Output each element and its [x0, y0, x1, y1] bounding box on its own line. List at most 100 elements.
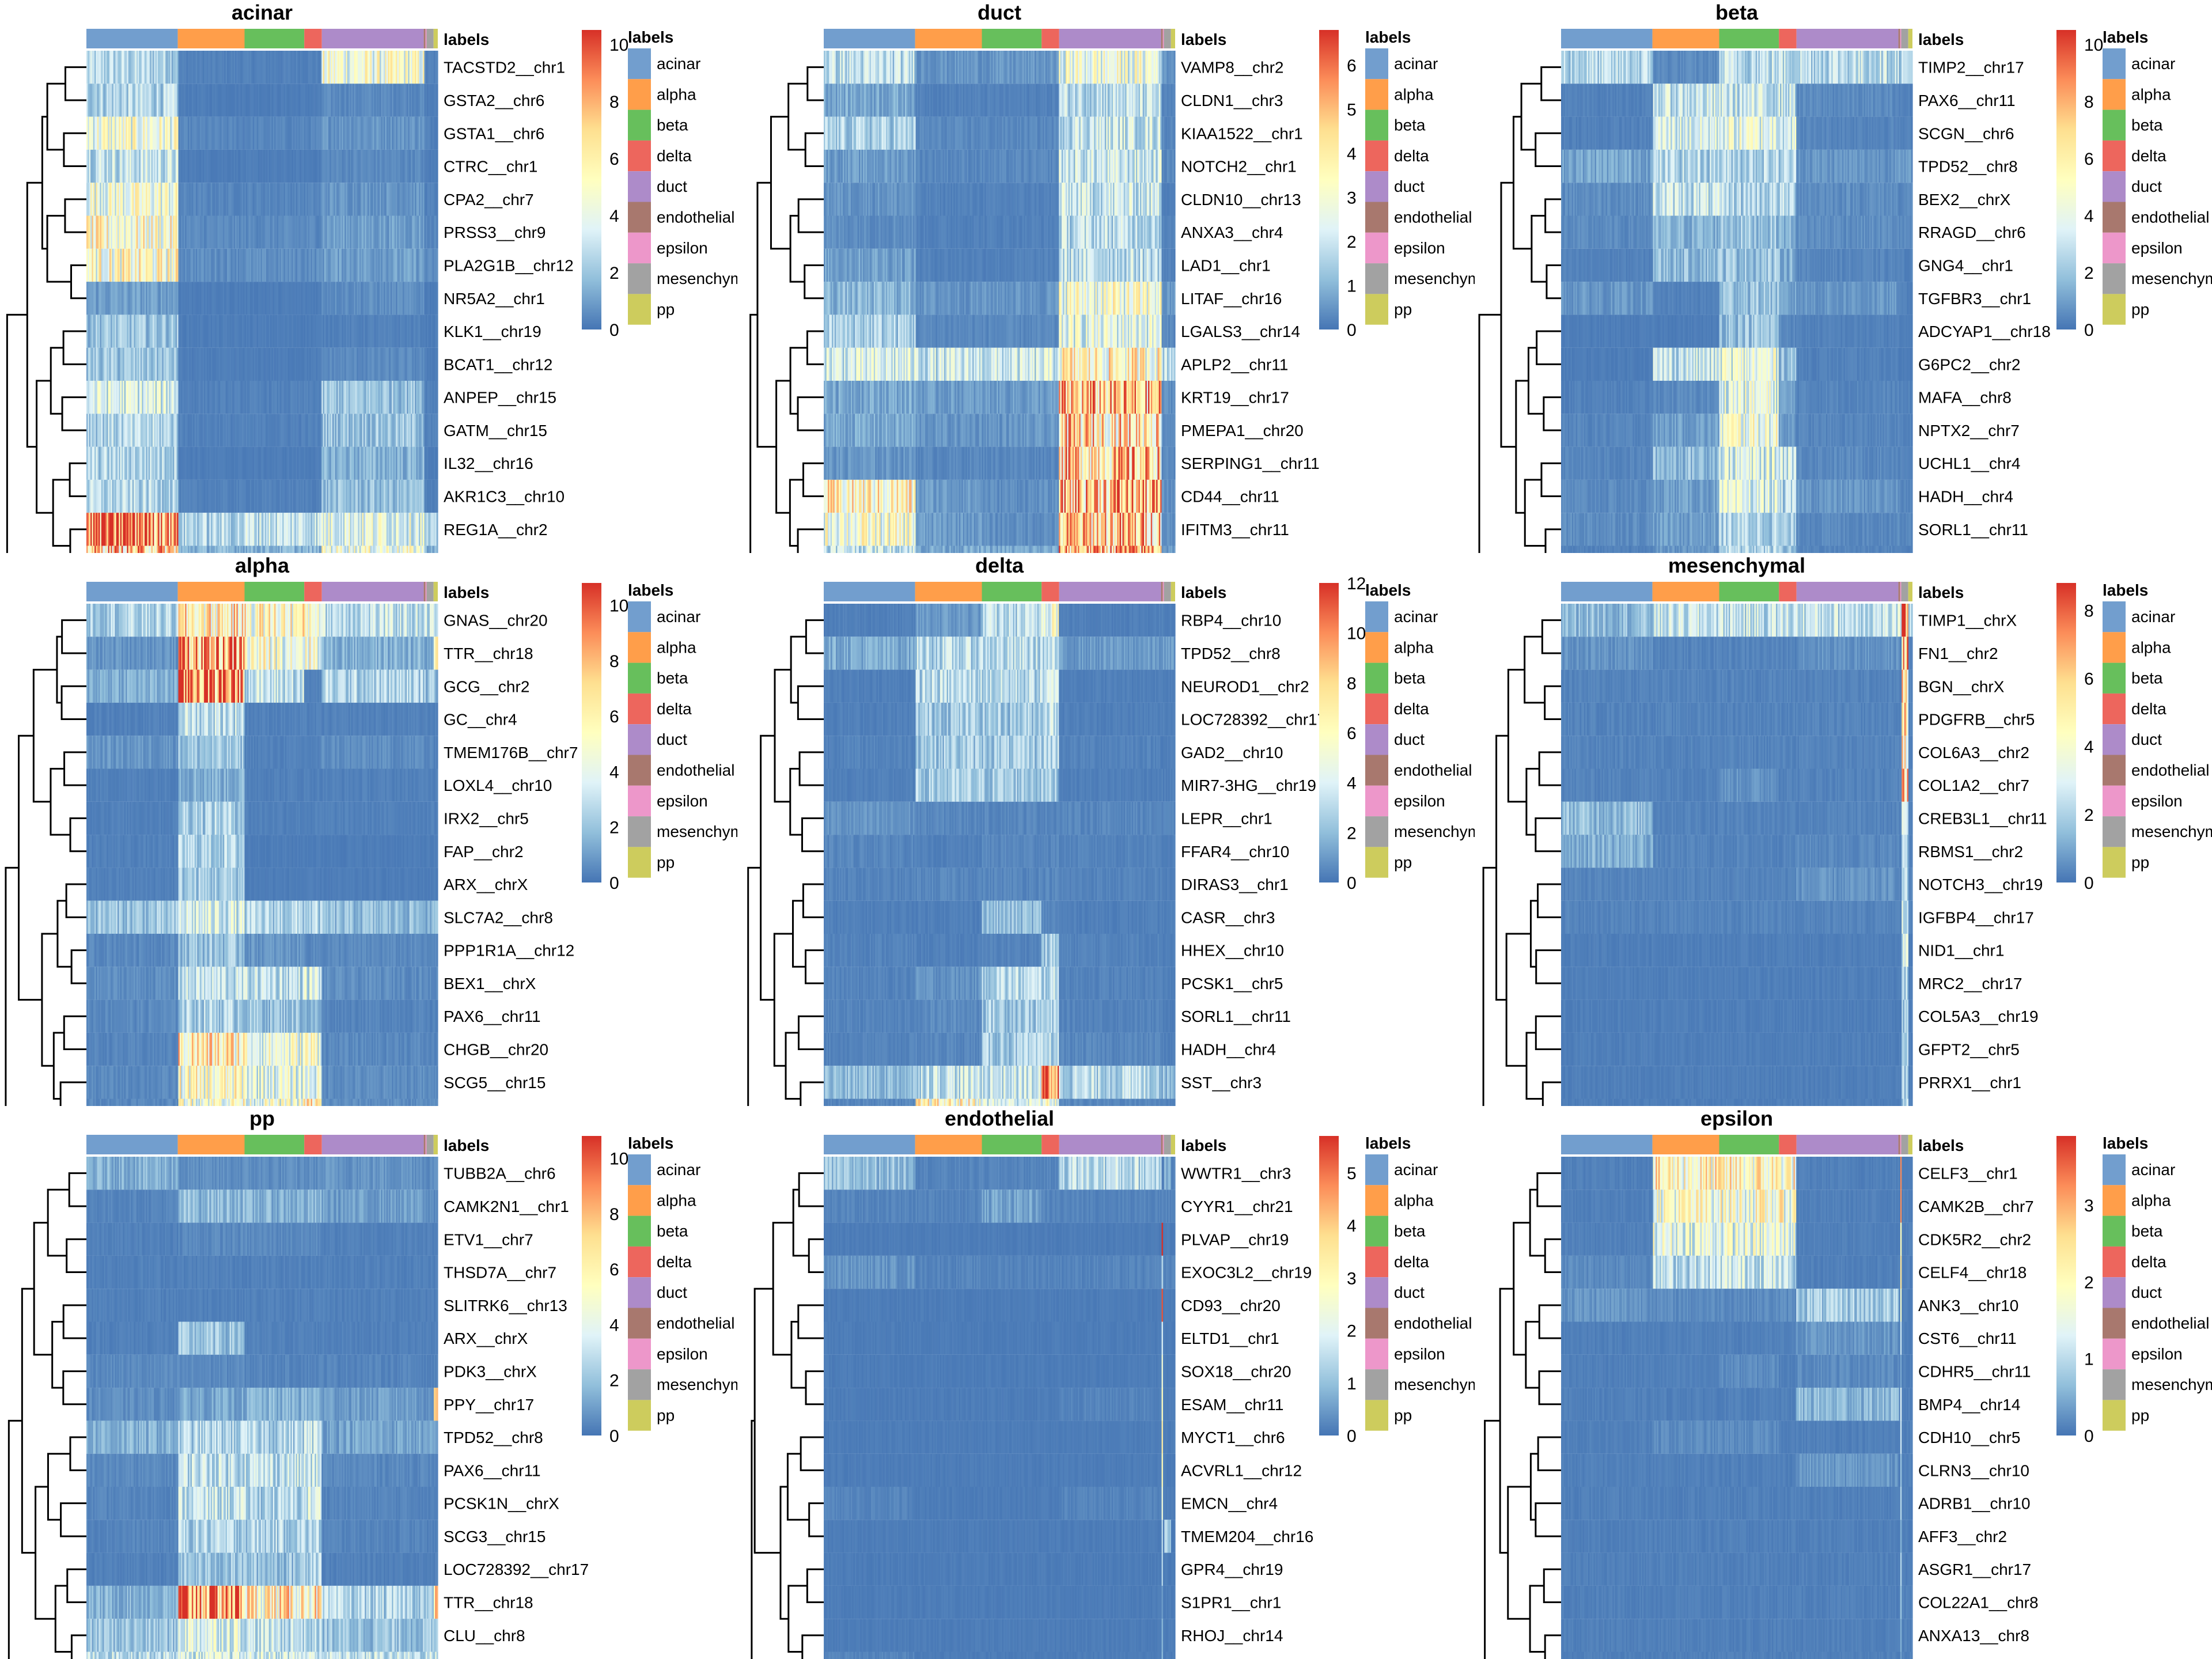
- heatmap-cell: [386, 315, 388, 348]
- heatmap-cell: [396, 84, 398, 117]
- heatmap-cell: [240, 282, 243, 315]
- heatmap-cell: [274, 446, 276, 480]
- heatmap-cell: [393, 116, 395, 150]
- heatmap-cell: [165, 546, 167, 553]
- heatmap-cell: [155, 479, 157, 513]
- heatmap-cell: [214, 347, 217, 381]
- heatmap-cell: [361, 347, 363, 381]
- heatmap-cell: [428, 446, 430, 480]
- heatmap-cell: [105, 315, 107, 348]
- heatmap-cell: [313, 84, 316, 117]
- heatmap-cell: [140, 149, 142, 183]
- heatmap-cell: [158, 479, 160, 513]
- heatmap-cell: [417, 116, 419, 150]
- heatmap-cell: [336, 215, 338, 249]
- heatmap-cell: [249, 513, 252, 546]
- heatmap-cell: [293, 149, 295, 183]
- heatmap-cell: [287, 315, 290, 348]
- heatmap-cell: [197, 149, 199, 183]
- heatmap-cell: [101, 215, 103, 249]
- heatmap-cell: [327, 149, 329, 183]
- heatmap-cell: [167, 414, 169, 447]
- heatmap-cell: [152, 513, 154, 546]
- heatmap-cell: [126, 347, 127, 381]
- heatmap-cell: [162, 248, 164, 282]
- heatmap-cell: [270, 51, 272, 84]
- heatmap-cell: [301, 183, 303, 216]
- heatmap-cell: [189, 248, 191, 282]
- heatmap-cell: [385, 446, 387, 480]
- heatmap-cell: [179, 315, 181, 348]
- heatmap-cell: [377, 84, 379, 117]
- heatmap-cell: [143, 446, 145, 480]
- heatmap-cell: [127, 51, 129, 84]
- heatmap-cell: [134, 414, 136, 447]
- heatmap-cell: [93, 51, 95, 84]
- heatmap-cell: [93, 183, 95, 216]
- heatmap-cell: [105, 414, 107, 447]
- heatmap-cell: [321, 248, 324, 282]
- heatmap-cell: [104, 347, 106, 381]
- heatmap-cell: [119, 381, 121, 414]
- heatmap-cell: [357, 215, 359, 249]
- heatmap-cell: [300, 381, 302, 414]
- heatmap-cell: [113, 381, 115, 414]
- heatmap-cell: [325, 282, 328, 315]
- heatmap-cell: [386, 183, 388, 216]
- heatmap-cell: [177, 315, 179, 348]
- heatmap-cell: [413, 479, 415, 513]
- heatmap-cell: [324, 414, 326, 447]
- heatmap-cell: [166, 381, 168, 414]
- heatmap-cell: [400, 84, 402, 117]
- heatmap-cell: [432, 315, 434, 348]
- heatmap-cell: [405, 414, 407, 447]
- heatmap-cell: [140, 282, 142, 315]
- heatmap-cell: [196, 215, 198, 249]
- heatmap-cell: [159, 513, 161, 546]
- heatmap-cell: [290, 315, 293, 348]
- heatmap-cell: [323, 315, 325, 348]
- heatmap-cell: [122, 381, 123, 414]
- heatmap-cell: [357, 51, 359, 84]
- heatmap-cell: [138, 546, 140, 553]
- heatmap-cell: [163, 347, 165, 381]
- heatmap-cell: [412, 215, 414, 249]
- heatmap-cell: [331, 381, 333, 414]
- heatmap-cell: [142, 479, 144, 513]
- heatmap-cell: [253, 183, 256, 216]
- heatmap-cell: [224, 248, 226, 282]
- heatmap-cell: [221, 347, 224, 381]
- heatmap-cell: [385, 414, 387, 447]
- heatmap-cell: [283, 149, 286, 183]
- heatmap-cell: [148, 183, 150, 216]
- heatmap-cell: [193, 315, 195, 348]
- heatmap-cell: [420, 51, 422, 84]
- heatmap-cell: [253, 248, 256, 282]
- heatmap-cell: [214, 381, 217, 414]
- heatmap-cell: [115, 414, 117, 447]
- heatmap-cell: [268, 116, 271, 150]
- heatmap-cell: [171, 546, 173, 553]
- heatmap-cell: [294, 546, 297, 553]
- heatmap-cell: [117, 347, 119, 381]
- heatmap-cell: [240, 183, 243, 216]
- heatmap-cell: [317, 84, 320, 117]
- heatmap-cell: [327, 248, 329, 282]
- heatmap-cell: [194, 513, 196, 546]
- heatmap-cell: [146, 446, 148, 480]
- heatmap-cell: [431, 479, 433, 513]
- heatmap-cell: [283, 546, 286, 553]
- heatmap-cell: [152, 215, 154, 249]
- heatmap-cell: [306, 414, 309, 447]
- heatmap-cell: [252, 183, 255, 216]
- heatmap-cell: [222, 513, 225, 546]
- heatmap-cell: [339, 347, 341, 381]
- heatmap-cell: [97, 51, 99, 84]
- heatmap-cell: [96, 479, 98, 513]
- heatmap-cell: [248, 446, 251, 480]
- heatmap-cell: [189, 513, 191, 546]
- heatmap-cell: [92, 546, 94, 553]
- heatmap-cell: [357, 248, 359, 282]
- heatmap-cell: [290, 248, 293, 282]
- heatmap-cell: [119, 149, 121, 183]
